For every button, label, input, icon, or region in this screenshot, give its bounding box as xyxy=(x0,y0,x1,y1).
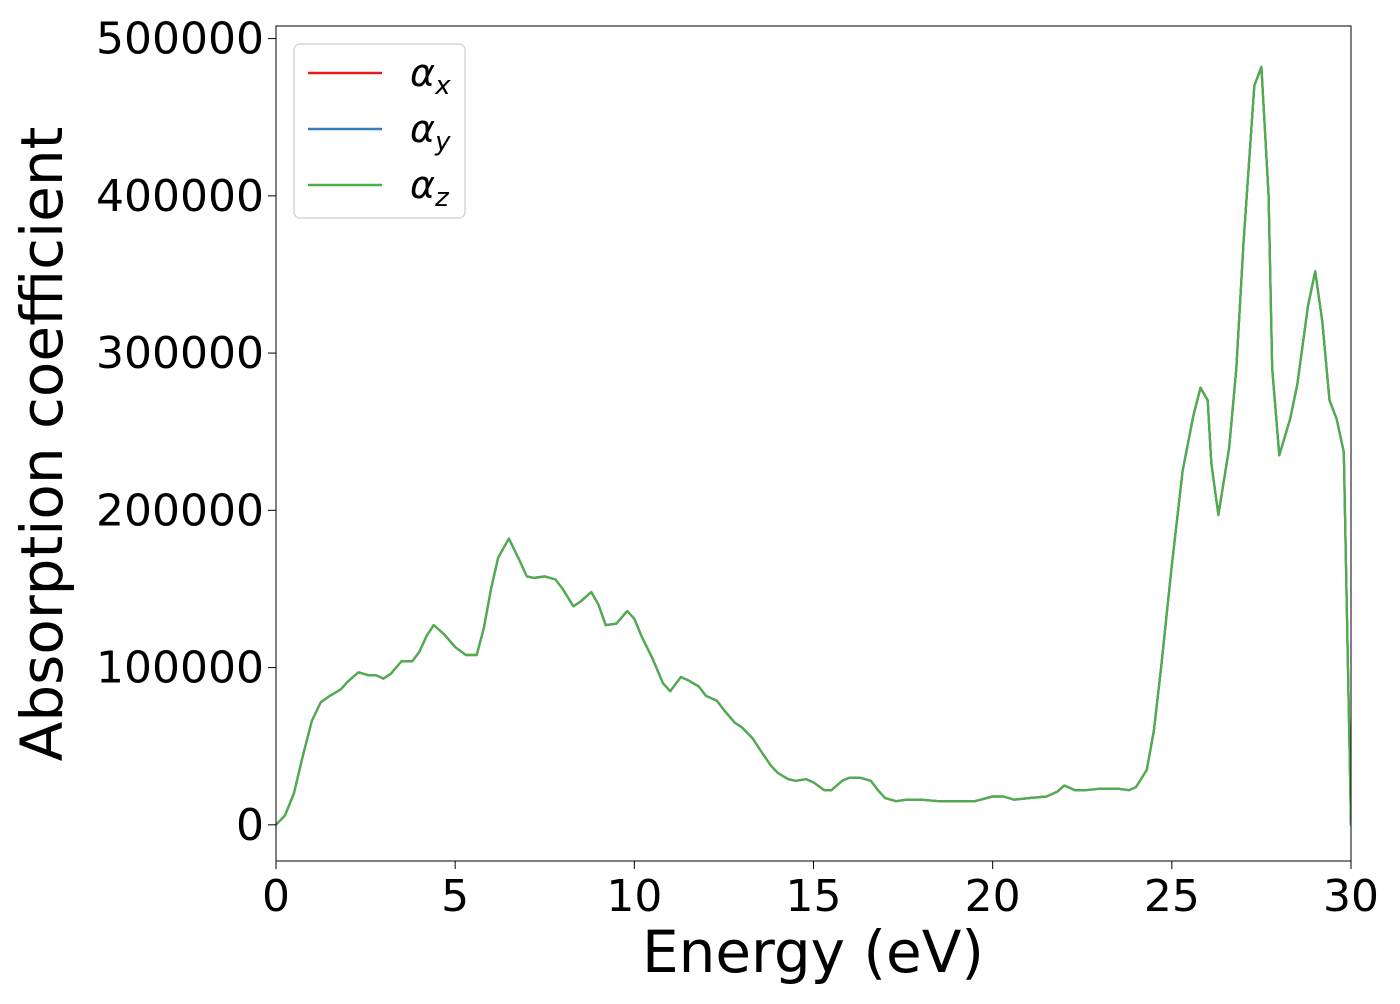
series-line-z xyxy=(276,65,1351,826)
y-tick-label: 400000 xyxy=(96,171,264,222)
y-axis-label: Absorption coefficient xyxy=(8,127,76,762)
legend-box xyxy=(293,43,466,219)
y-tick-label: 0 xyxy=(236,800,264,851)
x-tick-label: 20 xyxy=(965,871,1021,922)
x-tick-label: 25 xyxy=(1144,871,1200,922)
x-axis-label: Energy (eV) xyxy=(642,918,984,986)
y-tick-label: 300000 xyxy=(96,328,264,379)
x-tick-label: 0 xyxy=(262,871,290,922)
series-group xyxy=(276,65,1351,826)
legend: αx αy αz xyxy=(293,43,466,219)
x-axis-ticks: 0 5 10 15 20 25 30 xyxy=(262,861,1379,922)
x-tick-label: 30 xyxy=(1323,871,1379,922)
x-tick-label: 10 xyxy=(606,871,662,922)
legend-label-y: αy xyxy=(410,107,451,157)
legend-label-x: αx xyxy=(410,51,451,101)
y-tick-label: 100000 xyxy=(96,643,264,694)
x-tick-label: 5 xyxy=(441,871,469,922)
y-tick-label: 500000 xyxy=(96,14,264,65)
legend-label-z: αz xyxy=(410,163,450,213)
y-tick-label: 200000 xyxy=(96,485,264,536)
x-tick-label: 15 xyxy=(786,871,842,922)
y-axis-ticks: 0 100000 200000 300000 400000 500000 xyxy=(96,14,276,851)
